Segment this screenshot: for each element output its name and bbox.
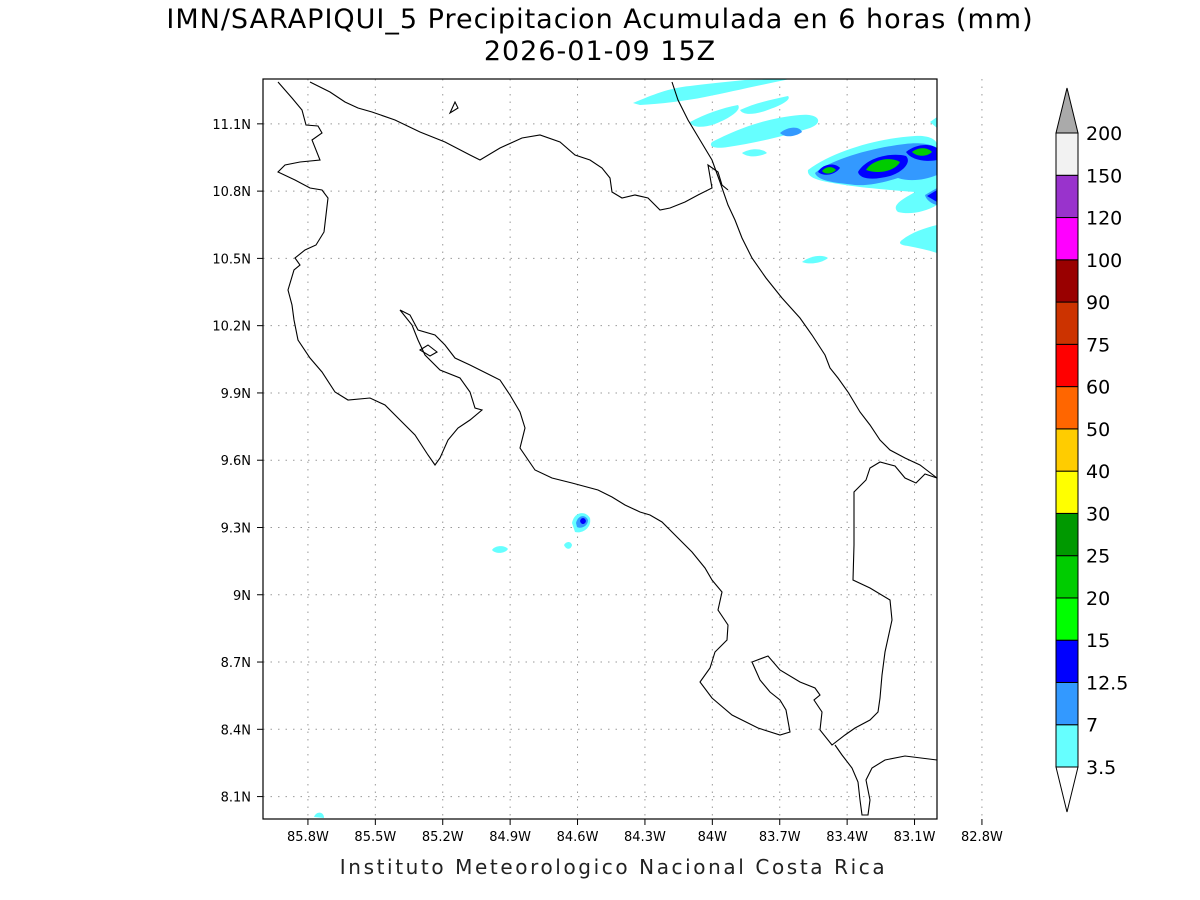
colorbar-swatch	[1055, 512, 1079, 557]
precip-area-3.5	[930, 117, 937, 128]
colorbar-swatch	[1055, 724, 1079, 768]
colorbar-swatch	[1055, 639, 1079, 683]
precip-area-3.5	[802, 255, 828, 264]
x-tick-label: 83.7W	[759, 830, 801, 845]
y-tick-label: 9N	[233, 589, 251, 604]
map-subtitle: 2026-01-09 15Z	[483, 36, 717, 67]
map-title: IMN/SARAPIQUI_5 Precipitacion Acumulada …	[166, 4, 1034, 35]
colorbar-swatch	[1055, 132, 1079, 176]
y-tick-label: 8.1N	[221, 791, 251, 806]
gulf-island-outline	[418, 344, 438, 357]
colorbar-label: 120	[1086, 208, 1122, 230]
x-tick-label: 85.5W	[354, 830, 396, 845]
colorbar-label: 30	[1086, 503, 1110, 525]
longitude-axis: 85.8W 85.5W 85.2W 84.9W 84.6W 84.3W 84W 83.7W 83…	[287, 819, 1003, 845]
colorbar-top-arrow	[1055, 87, 1079, 134]
precip-area-12.5	[927, 190, 937, 202]
precip-area-3.5	[710, 114, 819, 148]
map-gridlines	[263, 79, 983, 819]
footer-credit: Instituto Meteorologico Nacional Costa R…	[339, 855, 888, 879]
precip-area-15	[822, 167, 836, 174]
precipitation-colorbar: 3.5 7 12.5 15 20 25 30 40 50 60 75 90 100 120 150 200	[1055, 87, 1128, 813]
lake-outline	[448, 100, 459, 115]
latitude-axis: 8.1N 8.4N 8.7N 9N 9.3N 9.6N 9.9N 10.2N 10.5N 10.8…	[212, 118, 263, 806]
y-tick-label: 11.1N	[212, 118, 251, 133]
colorbar-label: 3.5	[1086, 757, 1116, 779]
precip-area-3.5	[742, 149, 767, 157]
precip-area-12.5	[580, 518, 586, 524]
colorbar-label: 20	[1086, 588, 1110, 610]
precip-area-15	[912, 148, 932, 156]
x-tick-label: 84.6W	[557, 830, 599, 845]
precip-area-3.5	[633, 79, 790, 105]
x-tick-label: 84W	[698, 830, 728, 845]
border-line	[309, 81, 729, 211]
colorbar-swatch	[1055, 217, 1079, 261]
colorbar-label: 12.5	[1086, 672, 1128, 694]
precip-area-3.5	[740, 96, 789, 114]
precip-area-3.5	[690, 105, 739, 127]
colorbar-swatch	[1055, 343, 1079, 388]
colorbar-label: 75	[1086, 334, 1110, 356]
coast-line	[834, 744, 938, 816]
y-tick-label: 9.3N	[221, 521, 251, 536]
y-tick-label: 8.7N	[221, 656, 251, 671]
colorbar-label: 25	[1086, 546, 1110, 568]
colorbar-swatch	[1055, 597, 1079, 641]
colorbar-swatch	[1055, 555, 1079, 599]
colorbar-swatch	[1055, 470, 1079, 514]
precip-area-3.5	[492, 546, 508, 553]
colorbar-swatch	[1055, 174, 1079, 219]
colorbar-label: 40	[1086, 461, 1110, 483]
y-tick-label: 10.2N	[212, 320, 251, 335]
colorbar-label: 90	[1086, 292, 1110, 314]
precip-area-3.5	[900, 225, 937, 253]
precip-area-3.5	[314, 812, 324, 818]
x-tick-label: 84.9W	[489, 830, 531, 845]
x-tick-label: 84.3W	[624, 830, 666, 845]
x-tick-label: 85.8W	[287, 830, 329, 845]
x-tick-label: 82.8W	[961, 830, 1003, 845]
colorbar-label: 150	[1086, 165, 1122, 187]
colorbar-label: 7	[1086, 715, 1098, 737]
precip-area-3.5	[564, 542, 572, 549]
colorbar-label: 15	[1086, 630, 1110, 652]
precip-area-15	[866, 159, 900, 173]
colorbar-label: 50	[1086, 419, 1110, 441]
x-tick-label: 85.2W	[422, 830, 464, 845]
x-tick-label: 83.4W	[826, 830, 868, 845]
y-tick-label: 10.8N	[212, 185, 251, 200]
colorbar-bottom-arrow	[1055, 766, 1079, 813]
map-frame	[262, 78, 938, 820]
y-tick-label: 9.9N	[221, 387, 251, 402]
x-tick-label: 83.1W	[894, 830, 936, 845]
precip-area-7	[780, 127, 802, 137]
precipitation-fields	[314, 79, 937, 818]
colorbar-label: 100	[1086, 250, 1122, 272]
pacific-coast-line	[277, 81, 938, 746]
y-tick-label: 10.5N	[212, 252, 251, 267]
colorbar-swatch	[1055, 428, 1079, 472]
y-tick-label: 9.6N	[221, 454, 251, 469]
colorbar-swatch	[1055, 301, 1079, 345]
colorbar-label: 200	[1086, 123, 1122, 145]
colorbar-swatch	[1055, 681, 1079, 726]
colorbar-label: 60	[1086, 377, 1110, 399]
caribbean-coast-line	[671, 81, 938, 479]
coastlines	[277, 81, 938, 816]
colorbar-swatch	[1055, 259, 1079, 303]
colorbar-swatch	[1055, 386, 1079, 430]
y-tick-label: 8.4N	[221, 723, 251, 738]
